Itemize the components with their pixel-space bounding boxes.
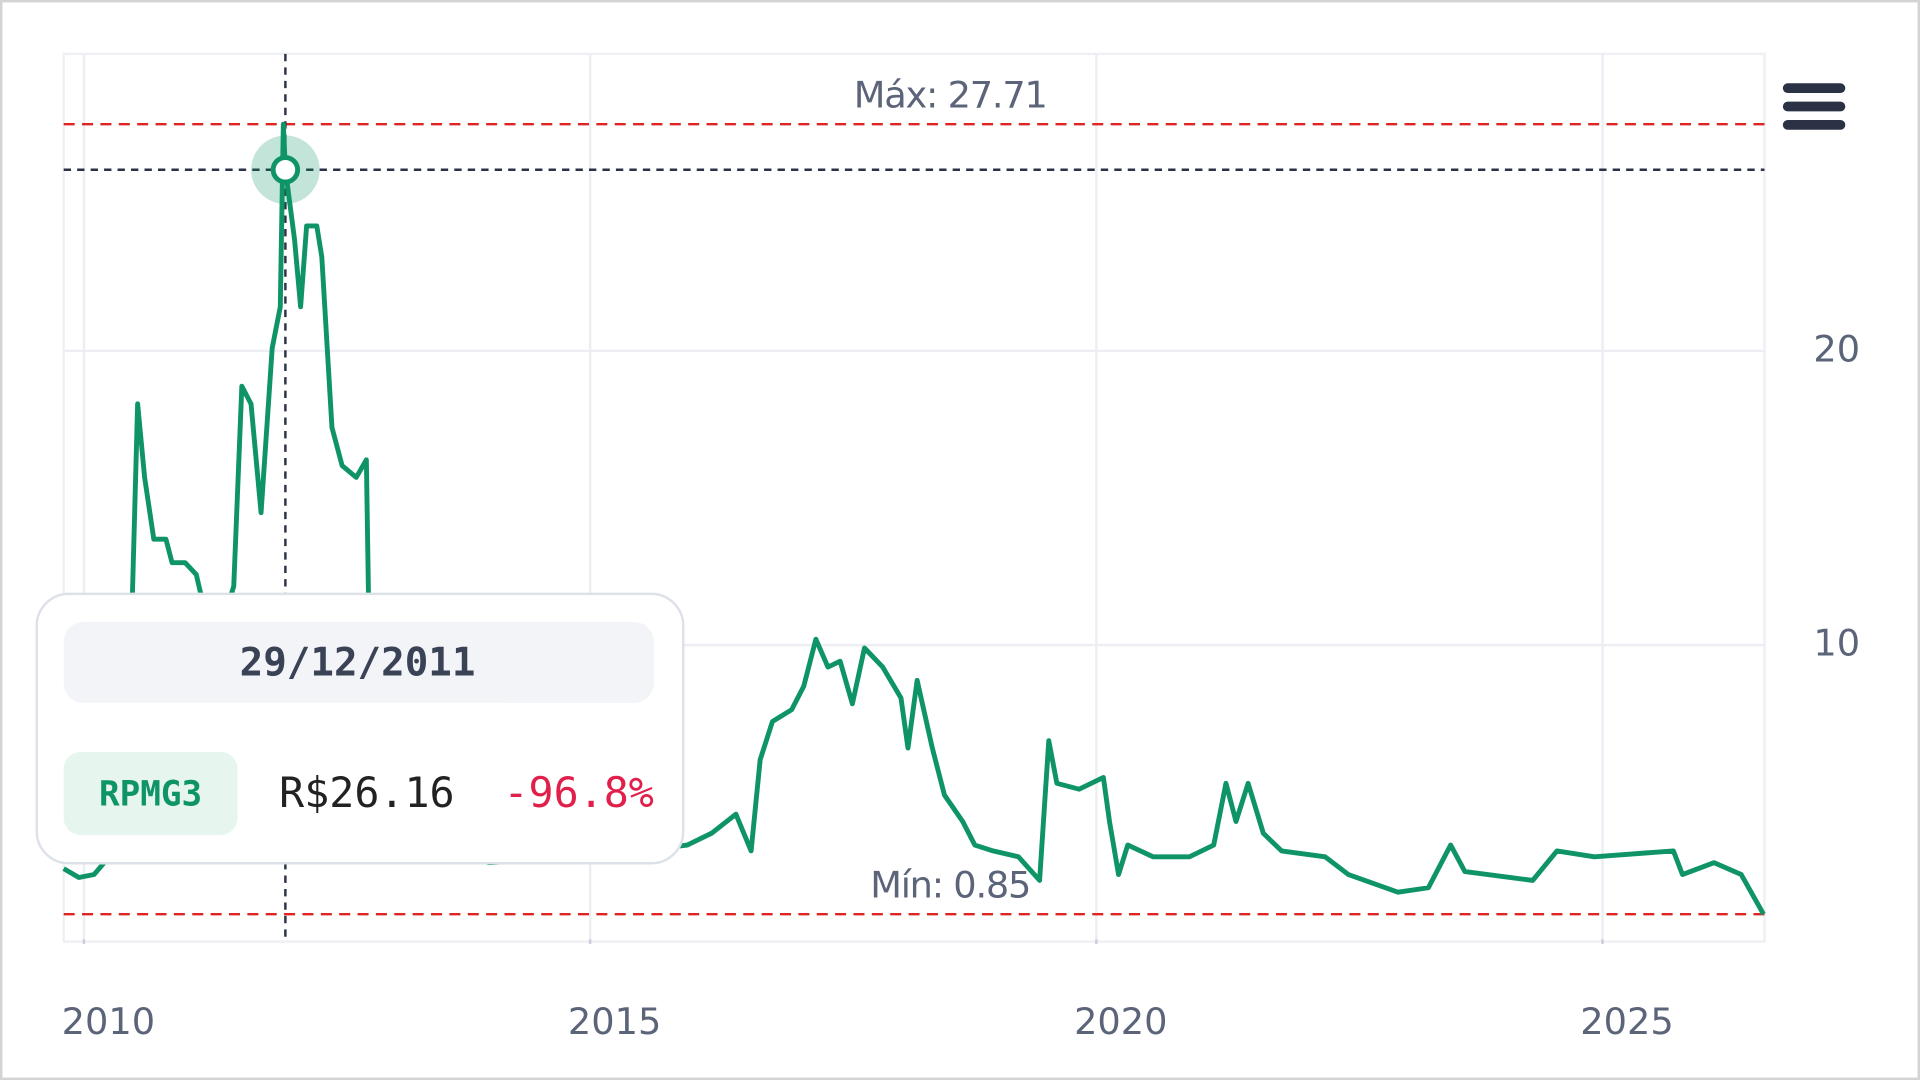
tooltip-price: R$26.16	[279, 768, 454, 817]
tooltip-change: -96.8%	[504, 768, 654, 817]
reference-label: Máx: 27.71	[854, 74, 1047, 117]
y-tick-label: 20	[1813, 327, 1860, 370]
ticker-badge	[63, 751, 238, 836]
menu-bar[interactable]	[1782, 120, 1846, 130]
tooltip: 29/12/2011 RPMG3 R$26.16 -96.8%	[35, 592, 685, 865]
menu-bar[interactable]	[1782, 83, 1846, 94]
menu-bar[interactable]	[1782, 101, 1846, 112]
x-tick-label: 2010	[62, 1000, 155, 1043]
x-tick-label: 2025	[1580, 1000, 1673, 1043]
plot-area	[62, 52, 1766, 943]
menu-button[interactable]	[1782, 83, 1846, 130]
y-tick-label: 10	[1813, 622, 1860, 665]
x-tick-label: 2020	[1074, 1000, 1167, 1043]
tooltip-date: 29/12/2011	[240, 640, 476, 685]
price-line	[62, 121, 1766, 916]
tooltip-ticker: RPMG3	[99, 774, 202, 814]
x-tick-label: 2015	[568, 1000, 661, 1043]
tooltip-date-box	[63, 622, 654, 703]
reference-label: Mín: 0.85	[870, 864, 1030, 907]
highlight-point	[270, 155, 301, 185]
